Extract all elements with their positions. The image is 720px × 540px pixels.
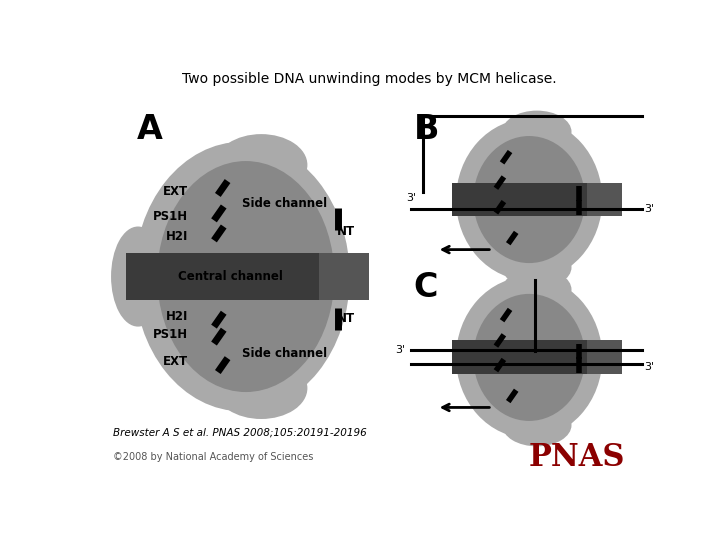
Bar: [319, 253, 369, 300]
Text: Side channel: Side channel: [242, 347, 327, 360]
Bar: [452, 183, 606, 217]
Ellipse shape: [503, 246, 572, 288]
Text: C: C: [414, 271, 438, 304]
Ellipse shape: [215, 357, 307, 419]
Ellipse shape: [157, 161, 334, 392]
Ellipse shape: [456, 119, 603, 280]
Text: 3': 3': [407, 193, 417, 203]
Text: NT: NT: [337, 225, 355, 238]
Ellipse shape: [503, 111, 572, 153]
Text: ©2008 by National Academy of Sciences: ©2008 by National Academy of Sciences: [113, 453, 314, 462]
Text: A: A: [137, 112, 162, 146]
Ellipse shape: [473, 136, 585, 263]
Text: Central channel: Central channel: [178, 270, 283, 283]
Bar: [587, 340, 621, 374]
Text: PS1H: PS1H: [153, 210, 188, 223]
Text: EXT: EXT: [163, 355, 188, 368]
Ellipse shape: [168, 177, 323, 346]
Ellipse shape: [503, 404, 572, 447]
Text: 3': 3': [644, 362, 654, 373]
Ellipse shape: [473, 294, 585, 421]
Bar: [319, 253, 369, 300]
Bar: [127, 253, 369, 300]
Text: Side channel: Side channel: [242, 197, 327, 210]
Text: EXT: EXT: [163, 185, 188, 198]
Ellipse shape: [111, 226, 165, 327]
Text: 3': 3': [395, 345, 405, 355]
Ellipse shape: [215, 134, 307, 195]
Text: 3': 3': [644, 204, 654, 214]
Ellipse shape: [134, 142, 350, 411]
Ellipse shape: [168, 207, 323, 377]
Text: PS1H: PS1H: [153, 328, 188, 341]
Bar: [452, 340, 606, 374]
Text: Brewster A S et al. PNAS 2008;105:20191-20196: Brewster A S et al. PNAS 2008;105:20191-…: [113, 428, 367, 438]
Text: H2I: H2I: [166, 230, 188, 243]
Text: B: B: [414, 112, 439, 146]
Ellipse shape: [456, 276, 603, 438]
Ellipse shape: [503, 268, 572, 311]
Bar: [587, 183, 621, 217]
Text: H2I: H2I: [166, 310, 188, 323]
Text: Two possible DNA unwinding modes by MCM helicase.: Two possible DNA unwinding modes by MCM …: [181, 72, 557, 86]
Text: NT: NT: [337, 313, 355, 326]
Text: PNAS: PNAS: [528, 442, 625, 473]
Bar: [127, 253, 369, 300]
